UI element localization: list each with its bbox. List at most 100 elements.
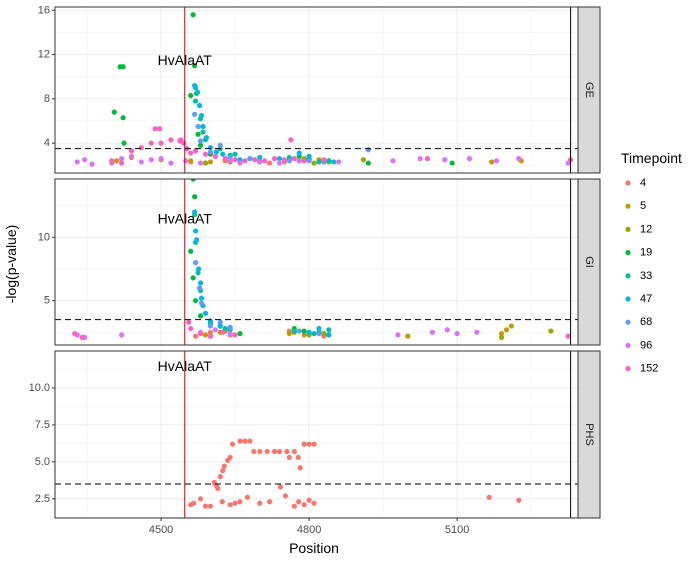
legend-key-47 [625,296,631,302]
point-tp-19 [190,275,196,281]
point-tp-152 [212,153,218,159]
y-tick-label: 2.5 [35,493,50,505]
point-tp-96 [227,158,233,164]
point-tp-19 [111,109,117,115]
point-tp-152 [262,158,268,164]
point-tp-4 [267,160,273,166]
point-tp-47 [276,156,283,162]
point-tp-19 [188,92,194,99]
point-tp-96 [466,156,473,162]
point-tp-47 [197,280,204,286]
point-tp-96 [442,157,448,163]
point-tp-47 [217,323,223,329]
point-tp-4 [311,441,317,447]
point-tp-33 [195,270,201,276]
point-tp-19 [190,12,196,18]
point-tp-152 [148,140,154,146]
legend-key-33 [625,273,631,279]
y-tick-label: 8 [44,93,50,105]
point-tp-4 [232,500,238,506]
point-tp-19 [365,160,371,166]
point-tp-19 [190,179,196,182]
strip-background [577,6,601,174]
point-tp-68 [365,147,371,153]
point-tp-4 [301,441,307,447]
point-tp-96 [474,329,480,335]
strip-label: PHS [583,423,595,446]
point-tp-4 [237,438,243,444]
point-tp-68 [247,156,253,162]
point-tp-4 [291,448,297,455]
point-tp-47 [198,295,205,301]
point-tp-47 [202,310,209,316]
point-tp-68 [193,260,199,266]
point-tp-4 [486,494,492,500]
point-tp-47 [193,85,199,91]
point-tp-152 [138,144,144,151]
point-tp-152 [79,334,85,340]
gene-label: HvAlaAT [158,358,213,374]
point-tp-4 [295,454,301,461]
point-tp-152 [158,140,164,146]
point-tp-68 [192,111,198,117]
legend-label-33: 33 [640,270,652,282]
point-tp-5 [286,330,292,337]
point-tp-96 [89,161,95,167]
point-tp-19 [195,131,201,137]
point-tp-68 [296,328,302,334]
legend-key-4 [625,180,631,186]
point-tp-96 [148,157,154,163]
point-tp-152 [242,158,248,164]
legend-title: Timepoint [621,150,682,166]
point-tp-47 [296,150,302,156]
point-tp-47 [194,89,201,95]
point-tp-152 [202,151,209,157]
point-tp-33 [316,159,322,165]
point-tp-5 [301,332,307,338]
legend-key-12 [625,226,631,232]
point-tp-19 [301,328,307,334]
point-tp-19 [197,313,204,319]
point-tp-96 [454,330,460,337]
point-tp-5 [498,330,505,337]
point-tp-47 [207,144,214,151]
point-tp-96 [257,159,263,165]
legend-label-96: 96 [640,339,652,351]
point-tp-152 [168,137,174,143]
point-tp-96 [212,327,218,333]
gene-label: HvAlaAT [158,210,213,226]
point-tp-4 [516,497,522,503]
point-tp-4 [220,468,226,474]
point-tp-47 [193,228,199,234]
point-tp-47 [316,325,322,332]
point-tp-68 [286,158,292,164]
legend-key-152 [625,366,631,372]
point-tp-5 [207,159,214,165]
point-tp-152 [188,150,194,156]
point-tp-47 [207,318,214,324]
point-tp-47 [306,153,312,159]
point-tp-5 [188,158,194,164]
point-tp-19 [121,140,127,146]
point-tp-4 [227,454,233,461]
y-tick-label: 16 [38,4,50,16]
axes: 4 8 12 16 5 10 2.5 5.0 7.5 10.0 4500 4800 5100 [29,4,470,536]
point-tp-68 [217,142,223,148]
point-tp-152 [152,126,158,132]
point-tp-96 [237,160,243,166]
point-tp-4 [219,499,225,505]
point-tp-19 [120,115,126,121]
point-tp-4 [257,500,263,506]
point-tp-152 [181,140,187,146]
y-tick-label: 4 [44,137,50,149]
point-tp-33 [326,327,332,333]
legend-label-68: 68 [640,316,652,328]
point-tp-12 [311,160,317,166]
point-tp-152 [271,156,278,162]
point-tp-19 [193,298,199,304]
point-tp-33 [200,129,206,135]
point-tp-152 [188,325,194,332]
point-tp-96 [516,156,522,162]
point-tp-47 [196,102,203,109]
point-tp-4 [282,493,289,499]
